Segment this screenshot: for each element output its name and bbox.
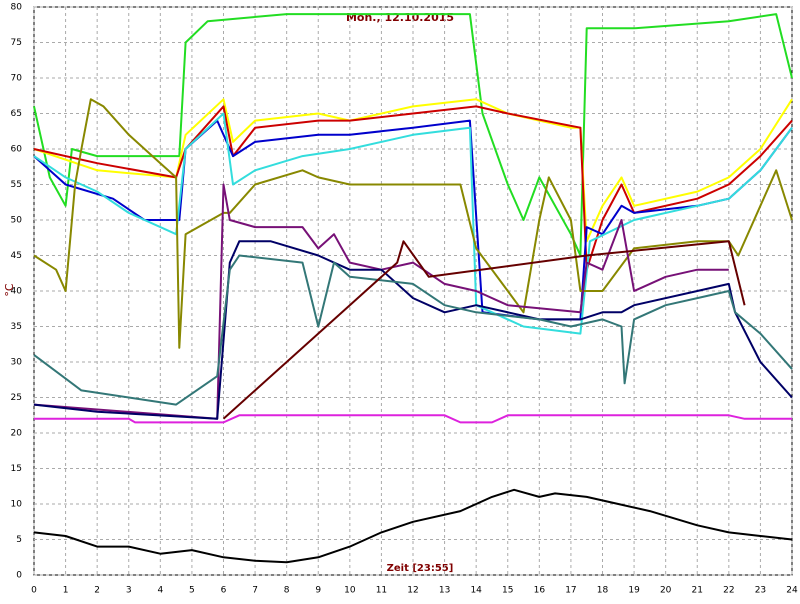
x-tick-label: 24 xyxy=(786,586,798,596)
y-tick-label: 70 xyxy=(11,74,23,84)
data-line xyxy=(33,254,793,406)
data-line xyxy=(33,98,793,349)
x-tick-label: 11 xyxy=(376,586,387,596)
x-tick-label: 2 xyxy=(94,586,100,596)
y-tick-label: 65 xyxy=(11,109,22,119)
data-line xyxy=(34,414,792,424)
y-tick-label: 60 xyxy=(11,145,23,155)
x-tick-label: 17 xyxy=(565,586,576,596)
y-tick-label: 5 xyxy=(16,535,22,545)
data-line xyxy=(33,119,793,321)
x-tick-label: 7 xyxy=(252,586,258,596)
x-tick-label: 4 xyxy=(157,586,163,596)
x-tick-label: 13 xyxy=(439,586,450,596)
x-tick-label: 1 xyxy=(63,586,69,596)
x-tick-label: 20 xyxy=(660,586,672,596)
x-tick-label: 10 xyxy=(344,586,356,596)
x-axis-label: Zeit [23:55] xyxy=(387,563,454,574)
y-tick-label: 0 xyxy=(16,571,22,581)
y-tick-label: 55 xyxy=(11,180,22,190)
data-line xyxy=(222,240,746,420)
y-tick-label: 40 xyxy=(11,287,23,297)
data-line xyxy=(33,488,793,564)
x-tick-label: 0 xyxy=(31,586,37,596)
x-tick-label: 16 xyxy=(534,586,546,596)
x-tick-label: 6 xyxy=(221,586,227,596)
data-line xyxy=(33,112,793,335)
y-axis-label: °C xyxy=(3,283,16,297)
x-tick-label: 18 xyxy=(597,586,609,596)
y-tick-label: 15 xyxy=(11,464,22,474)
x-tick-label: 9 xyxy=(315,586,321,596)
y-tick-label: 10 xyxy=(11,500,23,510)
y-tick-label: 20 xyxy=(11,429,23,439)
x-tick-label: 3 xyxy=(126,586,132,596)
y-tick-label: 30 xyxy=(11,358,23,368)
x-tick-label: 23 xyxy=(755,586,766,596)
y-tick-label: 75 xyxy=(11,38,22,48)
data-line xyxy=(33,98,793,243)
x-tick-label: 8 xyxy=(284,586,290,596)
x-tick-label: 5 xyxy=(189,586,195,596)
y-tick-label: 35 xyxy=(11,322,22,332)
data-line xyxy=(33,183,729,420)
y-tick-label: 80 xyxy=(11,3,23,13)
x-tick-label: 19 xyxy=(628,586,640,596)
y-tick-label: 45 xyxy=(11,251,22,261)
x-tick-label: 22 xyxy=(723,586,734,596)
chart-title: Mon., 12.10.2015 xyxy=(346,11,454,24)
x-tick-label: 15 xyxy=(502,586,513,596)
y-tick-label: 50 xyxy=(11,216,23,226)
y-tick-label: 25 xyxy=(11,393,22,403)
x-tick-label: 14 xyxy=(470,586,482,596)
data-line xyxy=(33,105,793,271)
x-tick-label: 21 xyxy=(692,586,703,596)
x-tick-label: 12 xyxy=(407,586,418,596)
